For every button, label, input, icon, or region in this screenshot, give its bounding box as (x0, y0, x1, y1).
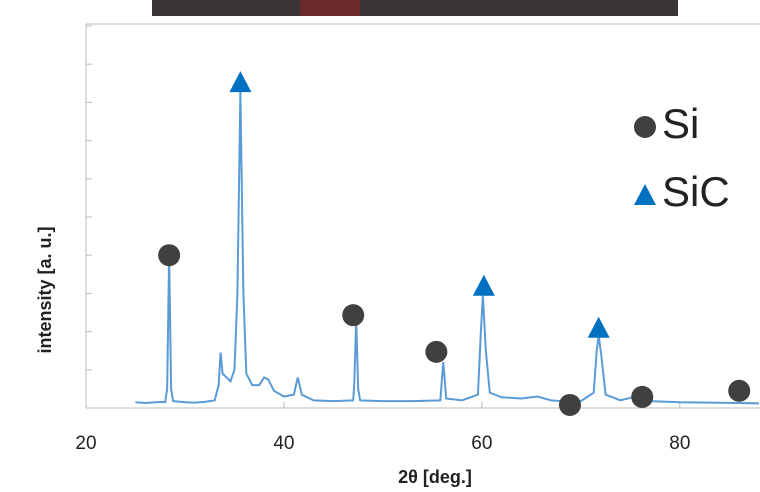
x-tick-label: 60 (471, 433, 492, 454)
marker-circle (158, 244, 180, 266)
marker-circle (631, 386, 653, 408)
legend-label: Si (662, 100, 699, 147)
marker-circle (425, 341, 447, 363)
marker-circle (342, 304, 364, 326)
photo-strip (152, 0, 678, 16)
x-axis-label: 2θ [deg.] (398, 467, 472, 487)
photo-strip-detail (300, 0, 360, 16)
chart: 2θ [deg.] intensity [a. u.] 20 40 60 80 Si Si… (0, 0, 760, 492)
y-axis-label: intensity [a. u.] (35, 226, 55, 353)
page: {"chart_data": {"type": "line", "xlabel"… (0, 0, 760, 492)
legend-symbol (634, 116, 656, 138)
legend-label: SiC (662, 168, 730, 215)
x-tick-label: 40 (273, 433, 294, 454)
marker-circle (728, 380, 750, 402)
legend-symbol (634, 184, 656, 205)
marker-triangle (229, 71, 251, 92)
x-tick-label: 20 (75, 433, 96, 454)
x-tick-label: 80 (669, 433, 690, 454)
marker-triangle (473, 275, 495, 296)
marker-triangle (588, 317, 610, 338)
marker-circle (559, 394, 581, 416)
